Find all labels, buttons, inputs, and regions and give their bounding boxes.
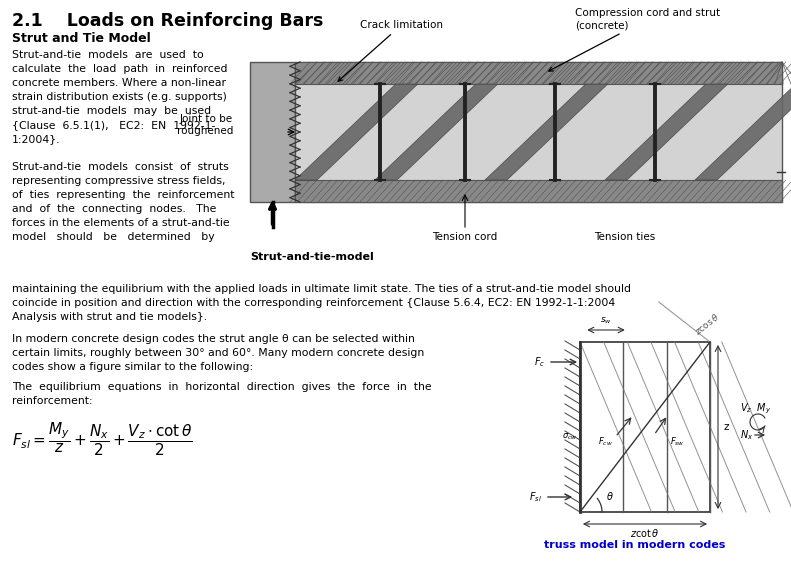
Text: Strut-and-tie  models  are  used  to
calculate  the  load  path  in  reinforced
: Strut-and-tie models are used to calcula… [12, 50, 228, 144]
Text: z: z [723, 422, 729, 432]
Bar [250, 62, 295, 202]
Bar [580, 342, 710, 512]
Text: truss model in modern codes: truss model in modern codes [544, 540, 725, 550]
Text: Crack limitation: Crack limitation [338, 20, 443, 81]
Polygon shape [605, 84, 728, 180]
Text: $z\cos\theta$: $z\cos\theta$ [692, 311, 721, 337]
Bar [295, 62, 782, 202]
Text: $s_w$: $s_w$ [600, 315, 612, 326]
Bar [295, 180, 782, 202]
Polygon shape [695, 84, 791, 180]
Text: $F_{sw}$: $F_{sw}$ [670, 435, 685, 447]
Text: The  equilibrium  equations  in  horizontal  direction  gives  the  force  in  t: The equilibrium equations in horizontal … [12, 382, 432, 406]
Text: Compression cord and strut
(concrete): Compression cord and strut (concrete) [549, 8, 720, 71]
Text: $F_c$: $F_c$ [534, 355, 545, 369]
Text: Strut and Tie Model: Strut and Tie Model [12, 32, 151, 45]
Text: Joint to be
roughened: Joint to be roughened [176, 114, 233, 136]
Text: $F_{sl} = \dfrac{M_y}{z} + \dfrac{N_x}{2} + \dfrac{V_z \cdot \cot\theta}{2}$: $F_{sl} = \dfrac{M_y}{z} + \dfrac{N_x}{2… [12, 420, 192, 457]
Text: $z\cot\theta$: $z\cot\theta$ [630, 527, 660, 539]
Polygon shape [295, 84, 418, 180]
Bar [295, 62, 782, 84]
Text: $F_{sl}$: $F_{sl}$ [529, 490, 542, 504]
Text: maintaining the equilibrium with the applied loads in ultimate limit state. The : maintaining the equilibrium with the app… [12, 284, 631, 322]
Text: $N_x$: $N_x$ [740, 428, 753, 442]
Text: 2.1    Loads on Reinforcing Bars: 2.1 Loads on Reinforcing Bars [12, 12, 324, 30]
Polygon shape [485, 84, 607, 180]
Text: Strut-and-tie  models  consist  of  struts
representing compressive stress field: Strut-and-tie models consist of struts r… [12, 162, 234, 242]
Text: Tension ties: Tension ties [594, 232, 656, 242]
Text: $\sigma_{cw}$: $\sigma_{cw}$ [562, 432, 577, 442]
Text: Strut-and-tie-model: Strut-and-tie-model [250, 252, 374, 262]
Text: $V_z$  $M_y$: $V_z$ $M_y$ [740, 402, 771, 416]
Text: $\theta$: $\theta$ [606, 490, 614, 502]
Text: Tension cord: Tension cord [433, 232, 498, 242]
Text: $F_{cw}$: $F_{cw}$ [599, 435, 613, 447]
Polygon shape [375, 84, 498, 180]
Text: In modern concrete design codes the strut angle θ can be selected within
certain: In modern concrete design codes the stru… [12, 334, 424, 372]
